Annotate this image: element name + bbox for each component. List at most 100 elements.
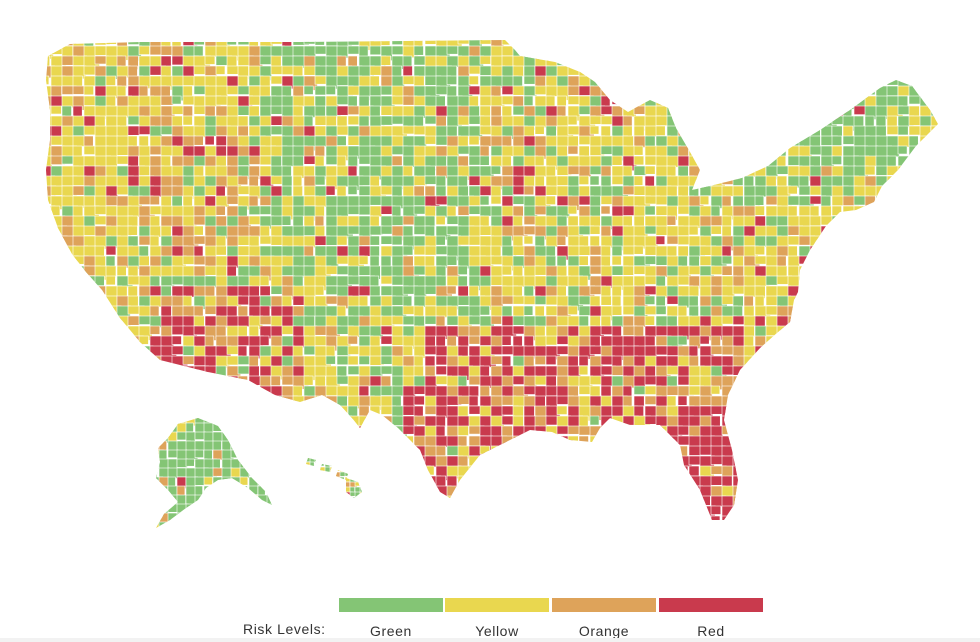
conus-county-404 (831, 75, 846, 86)
conus-county-3950 (578, 505, 589, 516)
conus-county-2532 (501, 335, 512, 346)
conus-county-2900 (897, 375, 914, 390)
conus-county-2203 (534, 295, 547, 305)
alaska-county-136 (158, 494, 171, 508)
conus-county-2737 (930, 355, 938, 365)
conus-county-264 (204, 65, 218, 76)
conus-county-2227 (798, 295, 813, 305)
conus-county-215 (578, 55, 596, 67)
conus-county-3700 (567, 475, 579, 485)
conus-county-3421 (237, 445, 251, 455)
conus-county-3983 (942, 506, 955, 516)
conus-county-1276 (380, 185, 394, 196)
conus-county-3741 (105, 485, 119, 497)
conus-county-3064 (875, 395, 890, 411)
conus-county-2934 (358, 385, 370, 397)
hawaii-county-135 (344, 496, 350, 498)
conus-county-2806 (776, 365, 791, 378)
conus-county-2127 (611, 285, 622, 298)
conus-county-495 (919, 85, 931, 99)
conus-county-2979 (853, 385, 867, 401)
conus-county-2086 (160, 285, 172, 297)
conus-county-3789 (633, 485, 645, 496)
conus-county-689 (314, 115, 328, 126)
conus-county-812 (754, 125, 766, 140)
conus-county-1736 (875, 235, 887, 248)
conus-county-389 (666, 75, 677, 89)
conus-county-3593 (303, 465, 317, 477)
conus-county-695 (380, 115, 394, 126)
conus-county-2923 (237, 385, 253, 400)
conus-county-1798 (644, 245, 658, 256)
conus-county-3949 (567, 505, 584, 518)
conus-county-4050 (765, 515, 780, 520)
hawaii-county-96 (359, 481, 362, 490)
conus-county-1813 (809, 245, 826, 255)
conus-county-222 (655, 55, 666, 67)
conus-county-3284 (556, 425, 569, 435)
conus-county-2667 (160, 355, 173, 371)
conus-county-568 (809, 95, 827, 111)
conus-county-3236 (942, 416, 957, 428)
conus-county-3979 (897, 505, 910, 520)
conus-county-2996 (127, 395, 141, 409)
conus-county-3988 (83, 515, 95, 520)
conus-county-3675 (292, 475, 304, 486)
conus-county-60 (699, 40, 713, 47)
conus-county-3868 (589, 495, 602, 509)
conus-county-3646 (886, 465, 900, 478)
conus-county-2188 (369, 295, 383, 307)
conus-county-4072 (95, 526, 105, 538)
conus-county-2394 (809, 315, 826, 330)
conus-county-2897 (864, 375, 882, 385)
conus-county-3568 (942, 456, 955, 466)
alaska-county-101 (248, 467, 260, 477)
conus-county-398 (765, 75, 779, 88)
conus-county-400 (787, 75, 802, 91)
conus-county-3889 (820, 495, 831, 510)
conus-county-3710 (677, 475, 689, 486)
alaska-county-140 (194, 494, 206, 506)
conus-county-3986 (61, 515, 73, 520)
conus-county-3917 (215, 505, 229, 519)
conus-county-3720 (787, 475, 799, 491)
conus-county-3892 (853, 495, 870, 505)
conus-county-2976 (820, 385, 835, 402)
hawaii-county-128 (309, 496, 316, 498)
conus-county-3817 (942, 486, 954, 497)
hawaii-county-126 (300, 497, 304, 504)
conus-county-2649 (875, 345, 889, 360)
conus-county-49 (578, 40, 589, 50)
conus-county-1114 (424, 165, 436, 177)
conus-county-175 (138, 55, 151, 67)
conus-county-3450 (556, 445, 569, 459)
conus-county-3621 (611, 465, 625, 481)
conus-county-4021 (446, 515, 459, 520)
conus-county-153 (809, 45, 827, 59)
conus-county-384 (611, 75, 625, 92)
conus-county-1156 (886, 165, 903, 176)
conus-county-3922 (270, 505, 281, 517)
conus-county-3394 (853, 435, 865, 447)
conus-county-359 (336, 75, 350, 86)
conus-county-3898 (919, 495, 930, 509)
conus-county-1638 (710, 225, 722, 235)
conus-county-2323 (942, 306, 954, 318)
conus-county-3220 (765, 415, 779, 425)
conus-county-3688 (435, 475, 447, 488)
alaska-county-25 (239, 422, 248, 437)
conus-county-1743 (46, 245, 55, 258)
conus-county-1225 (732, 175, 744, 186)
conus-county-1128 (578, 165, 592, 178)
conus-county-3612 (512, 465, 528, 481)
conus-county-4053 (798, 515, 814, 520)
conus-county-3690 (457, 475, 470, 489)
conus-county-2477 (809, 325, 820, 339)
conus-county-2312 (820, 305, 831, 319)
conus-county-1689 (358, 235, 372, 246)
conus-county-3080 (138, 405, 155, 421)
conus-county-1121 (501, 165, 514, 176)
conus-county-3411 (127, 445, 144, 461)
conus-county-928 (204, 145, 218, 157)
conus-county-3969 (787, 505, 803, 520)
